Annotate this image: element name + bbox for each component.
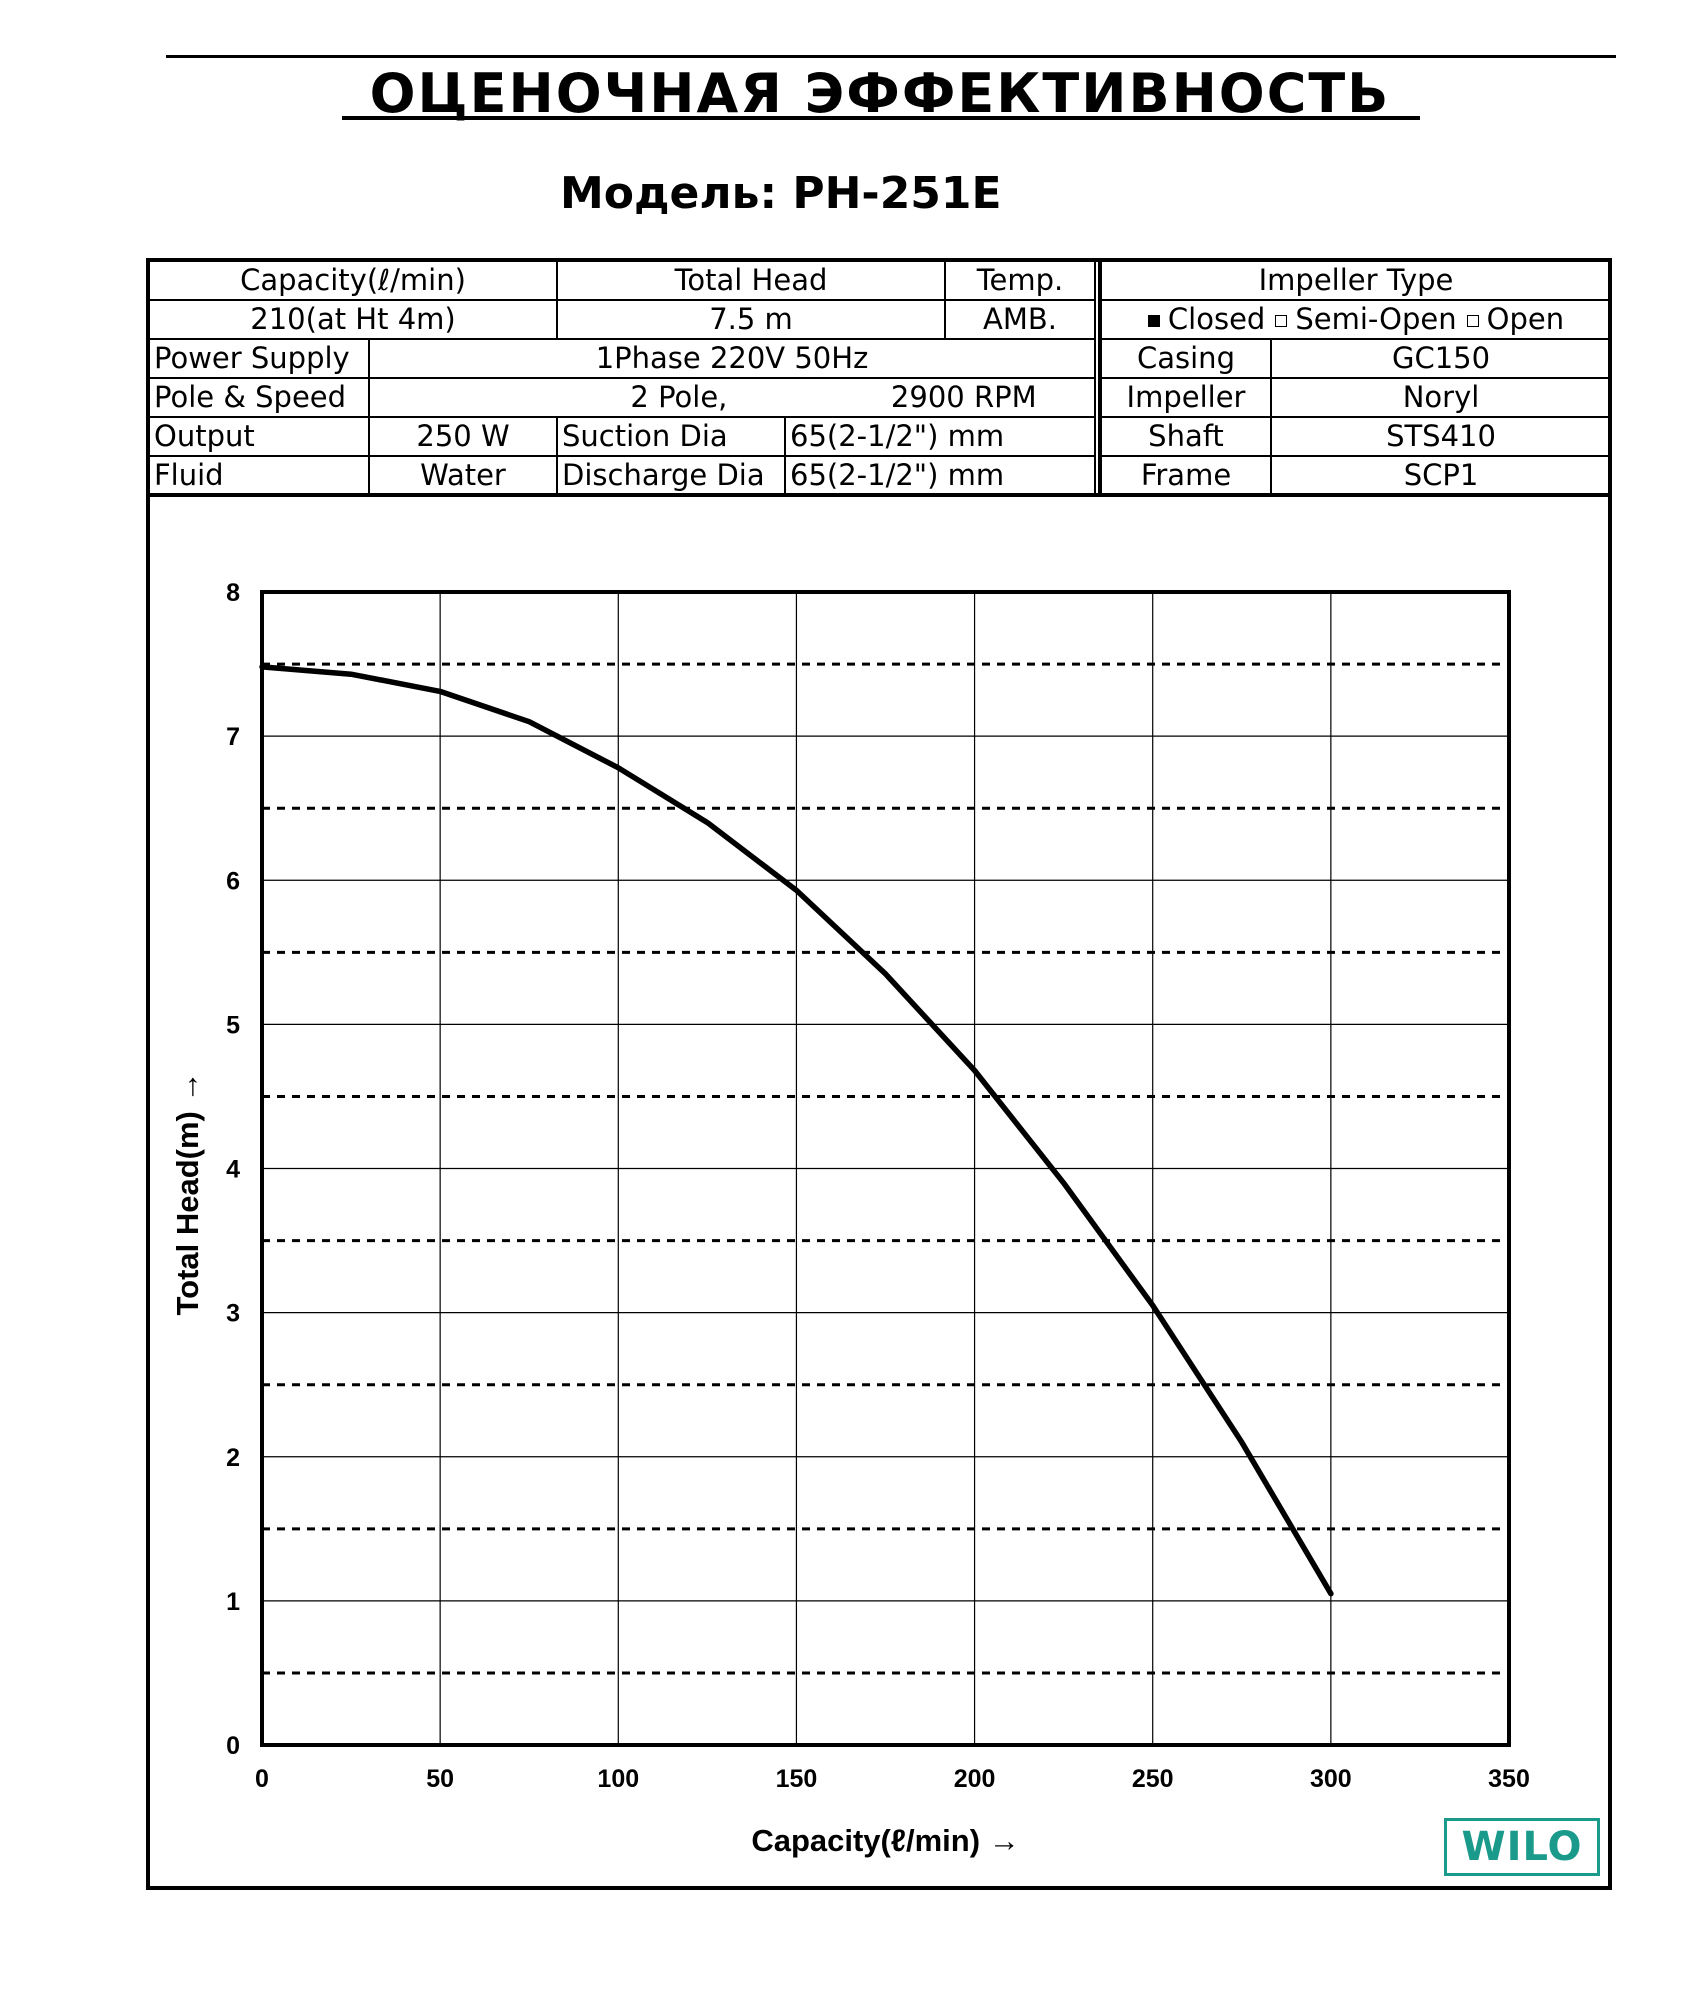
plot-frame — [260, 590, 1511, 1747]
frame-label: Frame — [1100, 455, 1272, 496]
impeller-value: Noryl — [1269, 377, 1613, 418]
temp-value: AMB. — [944, 299, 1096, 340]
x-tick-label: 250 — [1132, 1765, 1174, 1793]
casing-value: GC150 — [1269, 338, 1613, 379]
checked-box-icon — [1147, 315, 1160, 327]
x-tick-label: 150 — [776, 1765, 818, 1793]
unchecked-box-icon — [1466, 315, 1479, 327]
impeller-option-open: Open — [1486, 302, 1565, 336]
shaft-value: STS410 — [1269, 416, 1613, 457]
pole-speed-label: Pole & Speed — [148, 377, 370, 418]
grid — [262, 592, 1509, 1745]
y-tick-label: 4 — [226, 1156, 240, 1184]
output-label: Output — [148, 416, 370, 457]
pole-speed-value: 2 Pole, 2900 RPM — [368, 377, 1096, 418]
shaft-label: Shaft — [1100, 416, 1272, 457]
total-head-value: 7.5 m — [556, 299, 946, 340]
power-supply-value: 1Phase 220V 50Hz — [368, 338, 1096, 379]
output-value: 250 W — [368, 416, 558, 457]
discharge-dia-value: 65(2-1/2") mm — [784, 455, 1096, 496]
wilo-logo: WILO — [1444, 1818, 1600, 1876]
title-underline — [342, 116, 1420, 120]
pole-value: 2 Pole, — [630, 380, 728, 414]
x-tick-label: 200 — [954, 1765, 996, 1793]
total-head-label: Total Head — [556, 260, 946, 301]
capacity-value: 210(at Ht 4m) — [148, 299, 558, 340]
fluid-label: Fluid — [148, 455, 370, 496]
x-tick-label: 100 — [597, 1765, 639, 1793]
material-table: Impeller Type Closed Semi-Open Open Casing… — [1099, 260, 1613, 496]
page-title: ОЦЕНОЧНАЯ ЭФФЕКТИВНОСТЬ — [369, 62, 1391, 125]
impeller-type-label: Impeller Type — [1099, 260, 1613, 301]
y-tick-label: 1 — [226, 1588, 240, 1616]
y-tick-label: 0 — [226, 1732, 240, 1760]
table-separator — [1094, 260, 1100, 496]
power-supply-label: Power Supply — [148, 338, 370, 379]
suction-dia-value: 65(2-1/2") mm — [784, 416, 1096, 457]
speed-value: 2900 RPM — [890, 380, 1037, 414]
fluid-value: Water — [368, 455, 558, 496]
top-rule — [166, 55, 1616, 58]
tick-labels: 0 50 100 150 200 250 300 350 0 1 2 3 4 5 6 7 8 — [226, 579, 1530, 1793]
discharge-dia-label: Discharge Dia — [556, 455, 786, 496]
performance-chart: 0 50 100 150 200 250 300 350 0 1 2 3 4 5 6 7 8 Capacity(… — [170, 579, 1530, 1858]
x-tick-label: 350 — [1488, 1765, 1530, 1793]
x-tick-label: 50 — [426, 1765, 454, 1793]
y-tick-label: 5 — [226, 1011, 240, 1039]
spec-table: Capacity(ℓ/min) Total Head Temp. 210(at … — [148, 260, 1096, 496]
y-axis-label: Total Head(m) → — [170, 1072, 205, 1316]
y-tick-label: 7 — [226, 723, 240, 751]
y-tick-label: 3 — [226, 1300, 240, 1328]
performance-curve — [259, 664, 1334, 1597]
impeller-label: Impeller — [1100, 377, 1272, 418]
y-tick-label: 8 — [226, 579, 240, 607]
x-axis-label: Capacity(ℓ/min) → — [751, 1823, 1019, 1858]
temp-label: Temp. — [944, 260, 1096, 301]
x-tick-label: 0 — [255, 1765, 269, 1793]
impeller-option-semi-open: Semi-Open — [1295, 302, 1457, 336]
y-tick-label: 6 — [226, 867, 240, 895]
capacity-label: Capacity(ℓ/min) — [148, 260, 558, 301]
impeller-option-closed: Closed — [1167, 302, 1266, 336]
impeller-type-options: Closed Semi-Open Open — [1099, 299, 1613, 340]
x-tick-label: 300 — [1310, 1765, 1352, 1793]
y-tick-label: 2 — [226, 1444, 240, 1472]
suction-dia-label: Suction Dia — [556, 416, 786, 457]
table-bottom-rule — [148, 493, 1610, 497]
casing-label: Casing — [1100, 338, 1272, 379]
series-line — [259, 664, 1334, 1597]
unchecked-box-icon — [1275, 315, 1288, 327]
datasheet-frame — [146, 258, 1612, 1890]
model-title: Модель: PH-251E — [560, 168, 1002, 219]
frame-value: SCP1 — [1269, 455, 1613, 496]
